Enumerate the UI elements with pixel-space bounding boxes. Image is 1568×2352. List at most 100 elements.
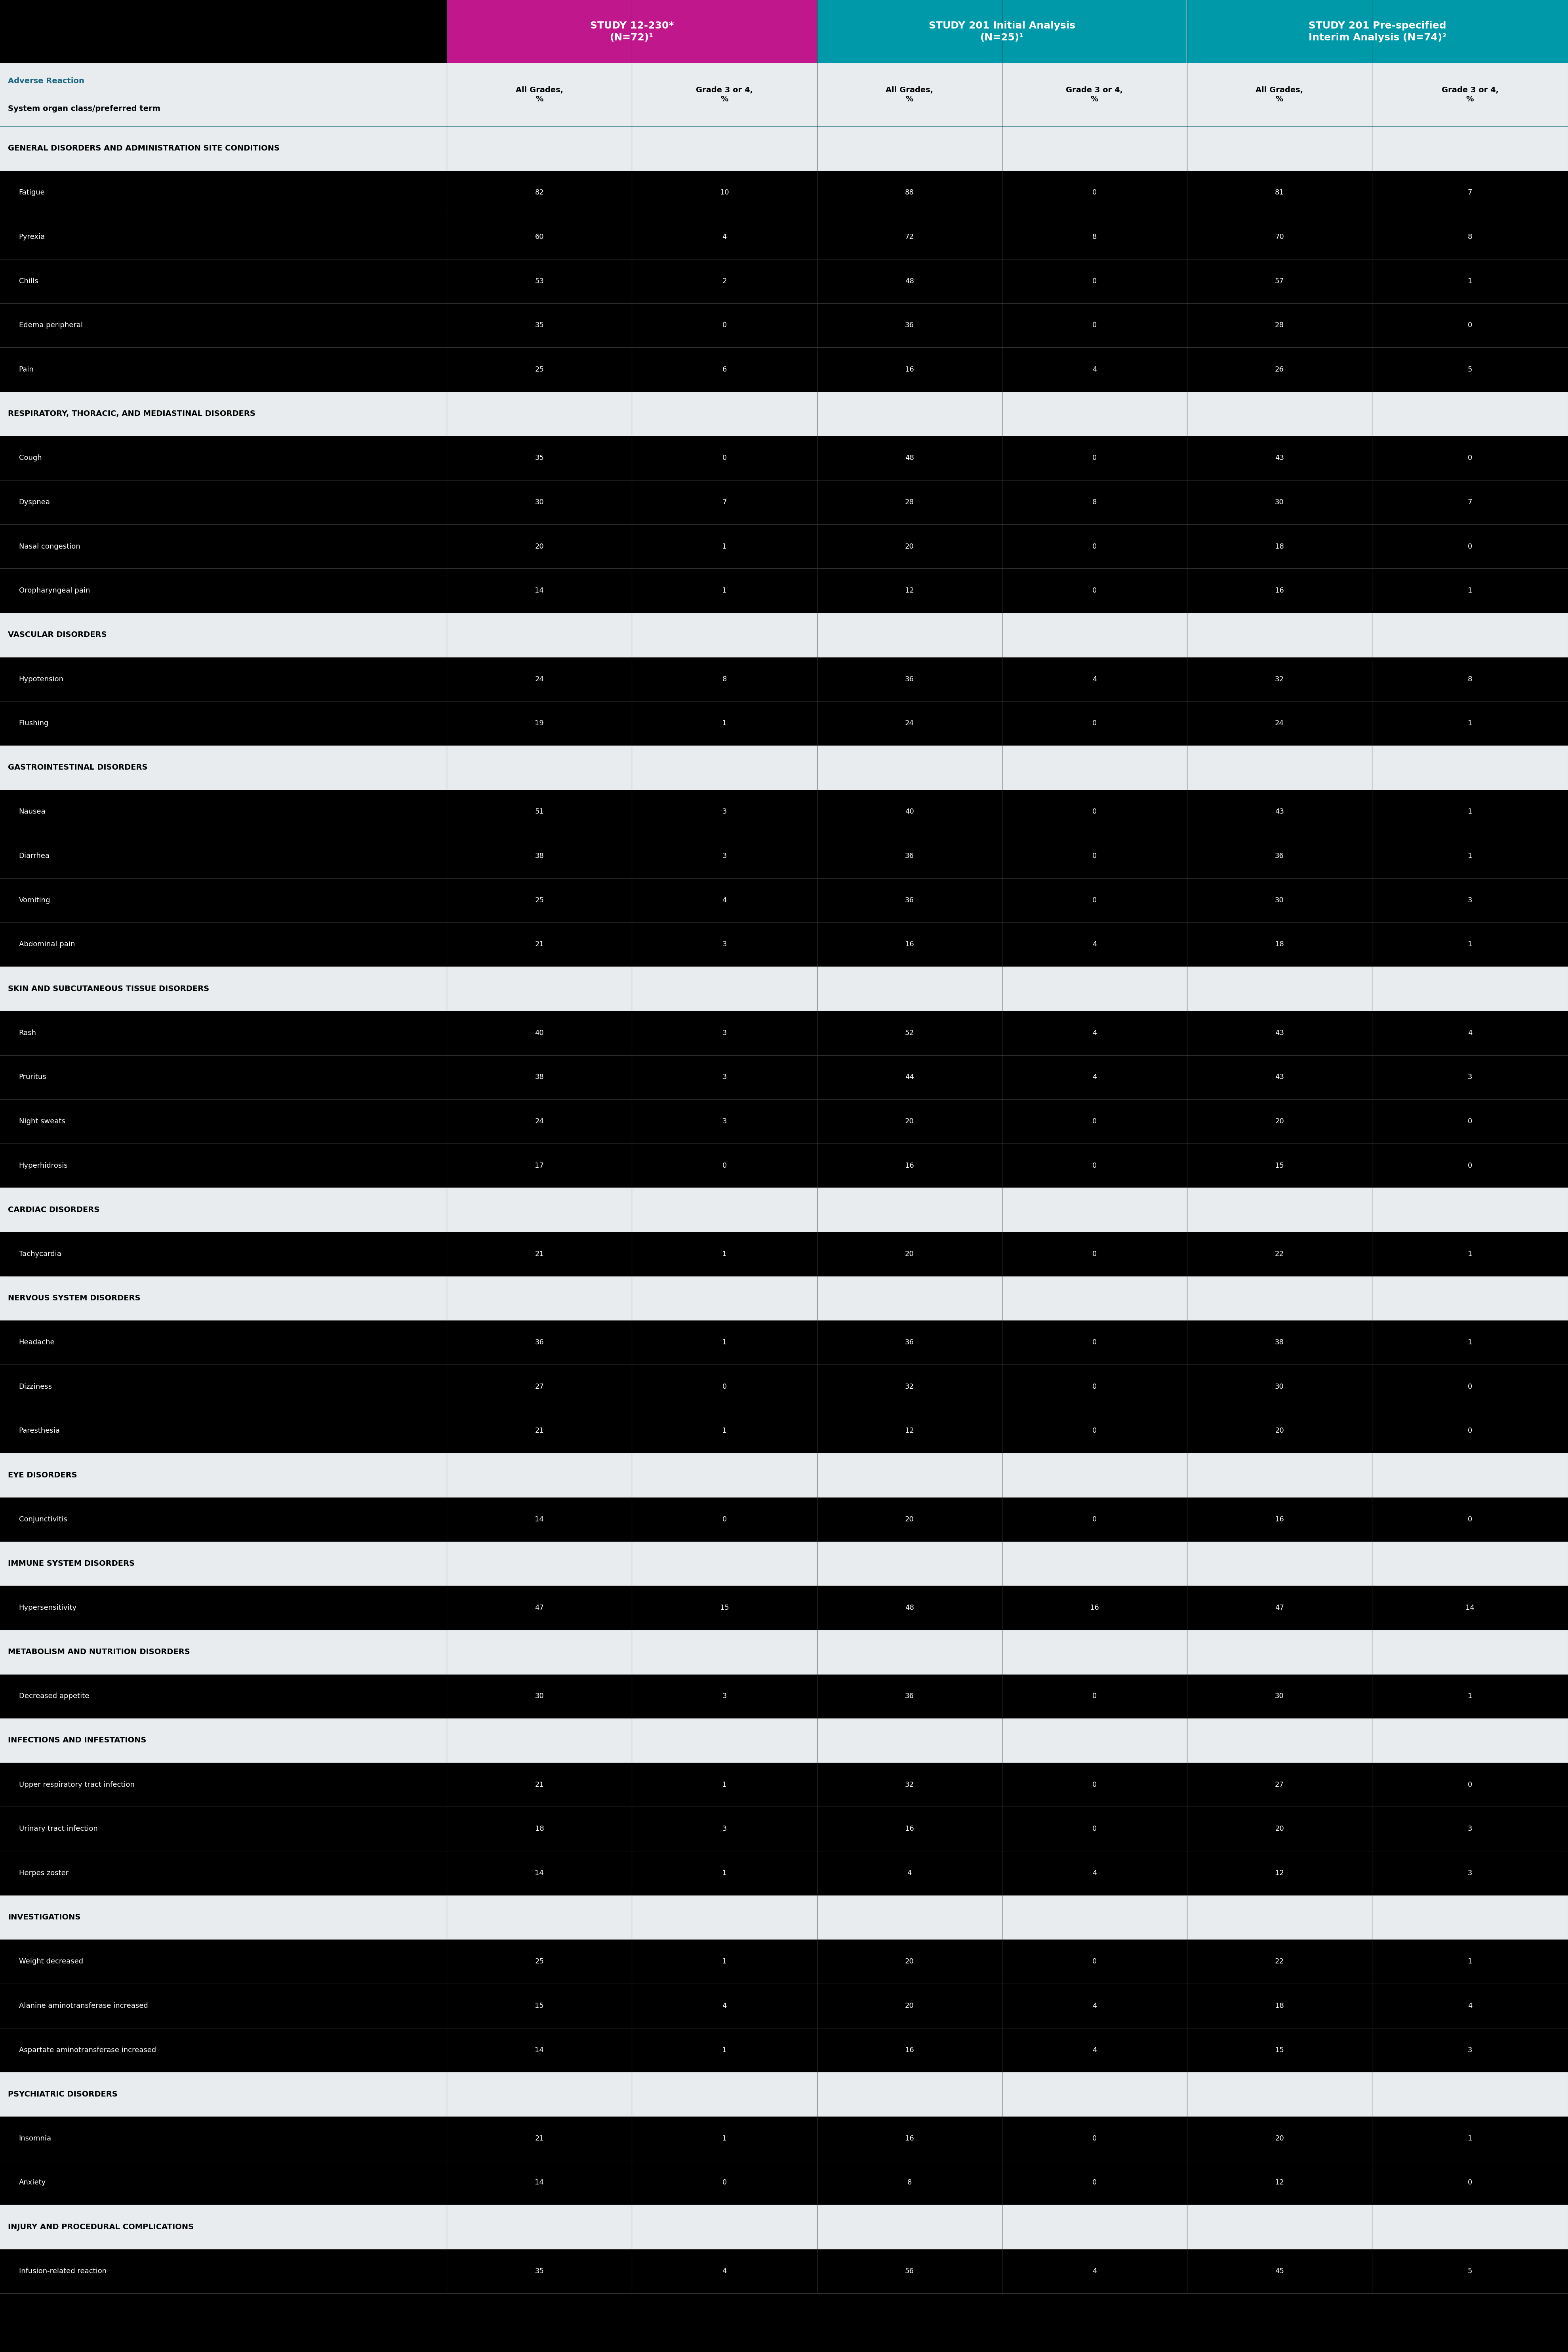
Bar: [0, 877, 1568, 922]
Text: 44: 44: [905, 1073, 914, 1080]
Text: 52: 52: [905, 1030, 914, 1037]
Text: 60: 60: [535, 233, 544, 240]
Text: 0: 0: [723, 454, 726, 461]
Text: 24: 24: [535, 675, 544, 682]
Text: GASTROINTESTINAL DISORDERS: GASTROINTESTINAL DISORDERS: [8, 764, 147, 771]
Text: 0: 0: [1468, 2178, 1472, 2187]
Text: 3: 3: [1468, 1073, 1472, 1080]
Text: 0: 0: [1093, 1338, 1096, 1345]
Text: 0: 0: [1093, 1957, 1096, 1966]
Text: 32: 32: [905, 1383, 914, 1390]
Text: 15: 15: [1275, 2046, 1284, 2053]
Text: 0: 0: [723, 1162, 726, 1169]
Bar: [0, 1940, 1568, 1983]
Bar: [0, 2117, 1568, 2161]
Text: 1: 1: [723, 1428, 726, 1435]
Bar: [0, 1232, 1568, 1277]
Text: 7: 7: [723, 499, 726, 506]
Text: 38: 38: [535, 1073, 544, 1080]
Text: 0: 0: [1468, 1162, 1472, 1169]
Text: 16: 16: [905, 941, 914, 948]
Text: 14: 14: [535, 588, 544, 595]
Text: 2: 2: [723, 278, 726, 285]
Text: 5: 5: [1468, 2267, 1472, 2274]
Text: GENERAL DISORDERS AND ADMINISTRATION SITE CONDITIONS: GENERAL DISORDERS AND ADMINISTRATION SIT…: [8, 146, 279, 153]
Text: 43: 43: [1275, 809, 1284, 816]
Text: 27: 27: [535, 1383, 544, 1390]
Text: 35: 35: [535, 322, 544, 329]
Text: 21: 21: [535, 1780, 544, 1788]
Text: Oropharyngeal pain: Oropharyngeal pain: [19, 588, 89, 595]
Text: VASCULAR DISORDERS: VASCULAR DISORDERS: [8, 630, 107, 640]
Text: 1: 1: [1468, 941, 1472, 948]
Bar: [0, 656, 1568, 701]
Text: 0: 0: [1093, 1515, 1096, 1522]
Text: 21: 21: [535, 1251, 544, 1258]
Text: 36: 36: [905, 851, 914, 858]
Text: 18: 18: [1275, 543, 1284, 550]
Text: 12: 12: [1275, 1870, 1284, 1877]
Bar: [0, 172, 1568, 214]
Text: 30: 30: [1275, 896, 1284, 903]
Text: System organ class/preferred term: System organ class/preferred term: [8, 106, 160, 113]
Text: 40: 40: [905, 809, 914, 816]
Text: Pain: Pain: [19, 367, 34, 374]
Text: 14: 14: [535, 1870, 544, 1877]
Text: 21: 21: [535, 941, 544, 948]
Text: 16: 16: [905, 1825, 914, 1832]
Text: 15: 15: [535, 2002, 544, 2009]
Text: Hyperhidrosis: Hyperhidrosis: [19, 1162, 67, 1169]
Text: 7: 7: [1468, 499, 1472, 506]
Text: Tachycardia: Tachycardia: [19, 1251, 61, 1258]
Text: Aspartate aminotransferase increased: Aspartate aminotransferase increased: [19, 2046, 155, 2053]
Text: All Grades,
%: All Grades, %: [516, 87, 563, 103]
Text: Paresthesia: Paresthesia: [19, 1428, 60, 1435]
Text: 36: 36: [1275, 851, 1284, 858]
Text: Edema peripheral: Edema peripheral: [19, 322, 83, 329]
Text: 20: 20: [905, 543, 914, 550]
Text: 15: 15: [1275, 1162, 1284, 1169]
Text: 0: 0: [1093, 322, 1096, 329]
Bar: [0, 2027, 1568, 2072]
Text: 3: 3: [723, 1030, 726, 1037]
Text: Diarrhea: Diarrhea: [19, 851, 50, 858]
Bar: [0, 480, 1568, 524]
Text: 15: 15: [720, 1604, 729, 1611]
Text: 1: 1: [1468, 720, 1472, 727]
Text: 4: 4: [1093, 1870, 1096, 1877]
Text: 12: 12: [905, 588, 914, 595]
Text: STUDY 201 Pre-specified
Interim Analysis (N=74)²: STUDY 201 Pre-specified Interim Analysis…: [1309, 21, 1446, 42]
Text: 1: 1: [1468, 2136, 1472, 2143]
Text: 43: 43: [1275, 1073, 1284, 1080]
Text: 0: 0: [1468, 543, 1472, 550]
Bar: [0, 2072, 1568, 2117]
Bar: [1187, 0, 1568, 64]
Text: 1: 1: [1468, 588, 1472, 595]
Text: 20: 20: [905, 1957, 914, 1966]
Text: 8: 8: [908, 2178, 911, 2187]
Text: Cough: Cough: [19, 454, 42, 461]
Bar: [0, 127, 1568, 172]
Text: Abdominal pain: Abdominal pain: [19, 941, 75, 948]
Text: 21: 21: [535, 1428, 544, 1435]
Text: 47: 47: [535, 1604, 544, 1611]
Text: 1: 1: [723, 543, 726, 550]
Text: Hypotension: Hypotension: [19, 675, 64, 682]
Text: 4: 4: [723, 896, 726, 903]
Text: 18: 18: [1275, 2002, 1284, 2009]
Bar: [0, 1896, 1568, 1940]
Text: Headache: Headache: [19, 1338, 55, 1345]
Text: 0: 0: [1093, 720, 1096, 727]
Text: 26: 26: [1275, 367, 1284, 374]
Text: 45: 45: [1275, 2267, 1284, 2274]
Text: 24: 24: [905, 720, 914, 727]
Text: 0: 0: [1093, 543, 1096, 550]
Bar: [0, 1585, 1568, 1630]
Text: 3: 3: [723, 1825, 726, 1832]
Text: Rash: Rash: [19, 1030, 36, 1037]
Bar: [0, 303, 1568, 348]
Text: 22: 22: [1275, 1957, 1284, 1966]
Text: 36: 36: [905, 1338, 914, 1345]
Bar: [0, 1541, 1568, 1585]
Text: 3: 3: [1468, 896, 1472, 903]
